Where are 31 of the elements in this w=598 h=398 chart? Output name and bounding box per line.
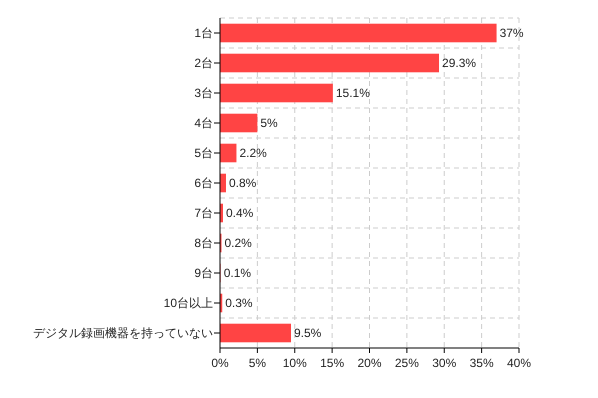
x-tick-label: 10% [282,356,308,370]
label: 9.5% [294,326,322,340]
x-tick-label: 0% [211,356,229,370]
x-tick-label: 30% [432,356,457,370]
x-tick-label: 25% [394,356,420,370]
label: 0.8% [228,176,256,190]
x-tick-label: 15% [320,356,344,370]
label: 0.2% [224,236,252,250]
label: 0.3% [225,296,253,310]
x-tick-label: 5% [248,356,266,370]
x-tick-label: 35% [470,356,494,370]
y-tick-label: 9台 [194,266,213,280]
y-tick-label: 7台 [194,206,213,220]
y-tick-label: 10台以上 [164,296,213,310]
x-tick-label: 20% [357,356,382,370]
label: 29.3% [442,56,476,70]
y-tick-label: 5台 [194,146,213,160]
x-tick-label: 40% [506,356,532,370]
y-tick-label: 8台 [194,236,213,250]
label: 2.2% [239,146,267,160]
y-tick-label: デジタル録画機器を持っていない [33,326,213,340]
y-tick-label: 4台 [194,116,213,130]
y-tick-label: 3台 [194,86,213,100]
y-tick-label: 2台 [194,56,213,70]
label: 15.1% [336,86,370,100]
y-tick-label: 6台 [194,176,213,190]
label: 0.4% [226,206,254,220]
y-tick-label: 1台 [194,26,213,40]
label: 37% [500,26,524,40]
label: 0.1% [224,266,252,280]
label: 5% [260,116,278,130]
